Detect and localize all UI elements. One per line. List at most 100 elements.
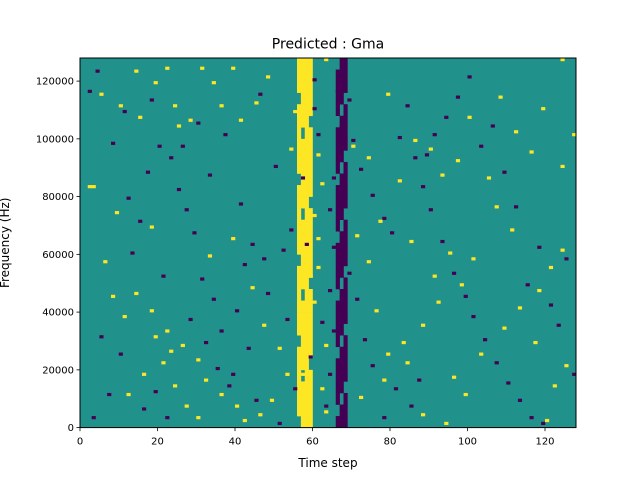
plot-frame: [79, 57, 577, 429]
heatmap-cell-high: [297, 312, 302, 324]
heatmap-cell-low: [99, 335, 104, 339]
heatmap-cell-low: [262, 257, 267, 261]
heatmap-cell-high: [165, 329, 170, 333]
heatmap-cell-low: [343, 277, 348, 290]
heatmap-cell-low: [440, 239, 445, 244]
heatmap-cell-low: [335, 81, 340, 93]
heatmap-cell-low: [149, 98, 154, 102]
heatmap-cell-high: [308, 346, 313, 359]
x-tick-label: 100: [458, 437, 477, 448]
heatmap-cell-low: [335, 358, 340, 371]
heatmap-cell-low: [335, 208, 340, 220]
heatmap-cell-low: [343, 369, 348, 382]
heatmap-cell-low: [343, 127, 348, 140]
heatmap-cell-low: [335, 150, 340, 163]
heatmap-cell-low: [343, 346, 348, 359]
heatmap-cell-low: [176, 187, 182, 192]
heatmap-cell-low: [335, 312, 340, 324]
heatmap-cell-low: [300, 176, 306, 180]
heatmap-cell-low: [514, 205, 519, 209]
heatmap-cell-low: [409, 404, 414, 408]
heatmap-cell-low: [91, 416, 96, 420]
heatmap-cell-low: [347, 98, 352, 102]
heatmap-cell-high: [87, 185, 92, 189]
heatmap-cell-low: [142, 407, 147, 411]
heatmap-cells: [87, 58, 577, 428]
heatmap-cell-low: [444, 115, 449, 119]
heatmap-cell-high: [300, 138, 306, 151]
heatmap-cell-high: [436, 300, 441, 304]
heatmap-cell-low: [335, 92, 340, 105]
heatmap-cell-high: [304, 173, 309, 186]
heatmap-cell-low: [339, 185, 344, 197]
heatmap-cell-high: [300, 404, 306, 417]
heatmap-cell-low: [165, 416, 170, 420]
heatmap-cell-high: [308, 208, 313, 220]
heatmap-cell-high: [541, 107, 546, 111]
heatmap-cell-low: [335, 369, 340, 382]
heatmap-cell-high: [308, 69, 313, 82]
x-tick-label: 0: [77, 437, 83, 448]
heatmap-cell-high: [498, 95, 503, 99]
heatmap-cell-low: [339, 173, 344, 186]
heatmap-cell-low: [335, 219, 340, 232]
heatmap-cell-high: [300, 161, 306, 174]
heatmap-cell-high: [308, 150, 313, 163]
heatmap-cell-high: [316, 265, 321, 270]
heatmap-cell-high: [238, 118, 244, 122]
heatmap-cell-high: [355, 234, 360, 238]
heatmap-cell-high: [262, 323, 267, 327]
heatmap-cell-low: [320, 320, 325, 324]
heatmap-cell-high: [304, 300, 309, 313]
heatmap-cell-low: [432, 133, 437, 137]
heatmap-cell-high: [300, 358, 306, 371]
heatmap-cell-high: [285, 372, 290, 376]
y-axis: 0 20000 40000 60000 80000 100000 120000: [36, 77, 80, 434]
heatmap-cell-high: [231, 237, 236, 241]
heatmap-cell-low: [343, 416, 348, 428]
heatmap-cell-low: [343, 312, 348, 324]
heatmap-cell-high: [297, 358, 302, 371]
heatmap-cell-low: [335, 265, 340, 278]
heatmap-cell-low: [339, 69, 344, 82]
heatmap-cell-high: [300, 81, 306, 93]
heatmap-cell-low: [196, 121, 201, 125]
heatmap-cell-high: [304, 369, 309, 382]
heatmap-cell-high: [254, 101, 259, 105]
heatmap-cell-high: [316, 237, 321, 241]
heatmap-cell-high: [324, 343, 329, 348]
heatmap-cell-low: [343, 219, 348, 232]
heatmap-cell-high: [300, 416, 306, 428]
heatmap-cell-high: [304, 138, 309, 151]
heatmap-cell-low: [204, 340, 209, 345]
heatmap-cell-low: [413, 156, 418, 160]
heatmap-cell-low: [343, 138, 348, 151]
heatmap-cell-low: [463, 294, 468, 298]
heatmap-cell-high: [211, 81, 216, 85]
y-tick-label: 120000: [36, 77, 74, 88]
heatmap-cell-low: [343, 404, 348, 417]
heatmap-cell-high: [421, 323, 426, 327]
heatmap-cell-high: [269, 398, 275, 402]
heatmap-cell-low: [157, 144, 162, 148]
heatmap-cell-high: [308, 392, 313, 405]
heatmap-cell-high: [308, 219, 313, 232]
heatmap-cell-low: [424, 153, 430, 157]
heatmap-cell-high: [300, 300, 306, 313]
heatmap-cell-high: [297, 58, 302, 70]
heatmap-cell-high: [111, 294, 116, 298]
x-tick-label: 60: [306, 437, 319, 448]
x-tick-label: 20: [151, 437, 164, 448]
heatmap-cell-high: [300, 335, 306, 348]
heatmap-cell-low: [537, 245, 542, 249]
heatmap-cell-low: [335, 416, 340, 428]
heatmap-cell-high: [300, 323, 306, 336]
heatmap-cell-high: [300, 346, 306, 359]
heatmap-cell-high: [297, 392, 302, 405]
heatmap-cell-high: [308, 242, 313, 255]
heatmap-cell-high: [297, 369, 302, 382]
heatmap-cell-high: [297, 346, 302, 359]
x-axis-label: Time step: [297, 456, 357, 470]
heatmap-cell-low: [343, 242, 348, 255]
heatmap-cell-high: [304, 150, 309, 163]
